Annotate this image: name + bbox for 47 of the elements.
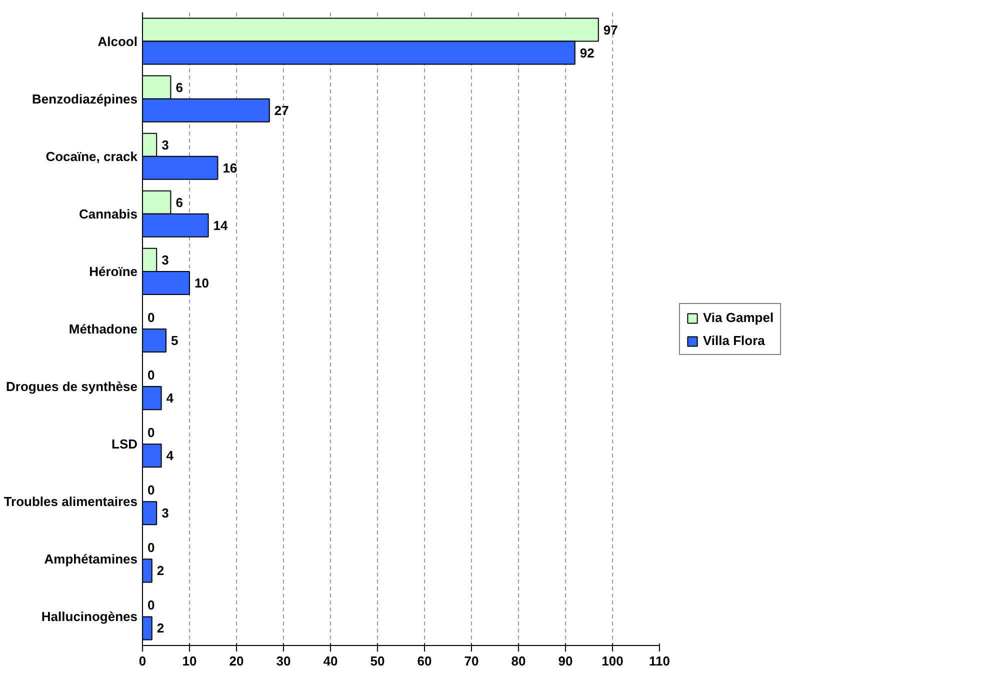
- data-label: 4: [166, 448, 174, 464]
- data-label: 0: [148, 482, 155, 498]
- x-tick-label: 110: [649, 654, 670, 668]
- x-tick-label: 60: [417, 654, 432, 668]
- y-tick-label: Héroïne: [89, 264, 138, 279]
- data-label: 10: [194, 275, 209, 290]
- x-tick-label: 50: [370, 654, 385, 668]
- data-label: 16: [222, 160, 238, 176]
- data-label: 0: [148, 540, 155, 556]
- data-label: 97: [603, 22, 618, 38]
- data-label: 0: [148, 425, 155, 440]
- x-tick-label: 20: [229, 654, 244, 668]
- x-tick-label: 80: [511, 654, 526, 668]
- y-tick-label: Cocaïne, crack: [46, 148, 138, 164]
- y-tick-label: LSD: [112, 436, 138, 452]
- y-tick-label: Méthadone: [68, 322, 138, 336]
- data-label: 4: [166, 390, 174, 406]
- y-tick-label: Troubles alimentaires: [4, 494, 138, 510]
- data-label: 14: [213, 218, 229, 233]
- x-tick-label: 30: [276, 654, 291, 668]
- y-tick-label: Alcool: [98, 34, 138, 49]
- data-label: 2: [156, 563, 164, 578]
- x-tick-label: 40: [323, 654, 338, 668]
- data-label: 6: [176, 80, 183, 95]
- data-label: 6: [176, 194, 183, 210]
- data-label: 3: [162, 252, 169, 268]
- x-tick-label: 70: [464, 654, 479, 668]
- y-tick-label: Amphétamines: [44, 552, 138, 567]
- data-label: 27: [274, 102, 289, 118]
- data-label: 0: [148, 368, 155, 383]
- data-label: 0: [148, 598, 155, 613]
- y-tick-label: Hallucinogènes: [41, 609, 138, 624]
- x-tick-label: 10: [182, 654, 197, 668]
- y-tick-label: Benzodiazépines: [32, 91, 138, 106]
- data-label: 3: [162, 137, 169, 152]
- data-label: 92: [580, 45, 594, 60]
- legend-label: Villa Flora: [703, 333, 765, 348]
- x-tick-label: 0: [138, 654, 146, 668]
- y-tick-label: Cannabis: [78, 206, 138, 222]
- x-tick-label: 100: [602, 654, 624, 668]
- y-tick-label: Drogues de synthèse: [6, 379, 138, 394]
- x-tick-label: 90: [558, 654, 573, 668]
- data-label: 0: [148, 310, 155, 325]
- legend-label: Via Gampel: [703, 310, 774, 325]
- data-label: 2: [156, 620, 164, 636]
- data-label: 3: [162, 506, 169, 521]
- data-label: 5: [171, 333, 178, 348]
